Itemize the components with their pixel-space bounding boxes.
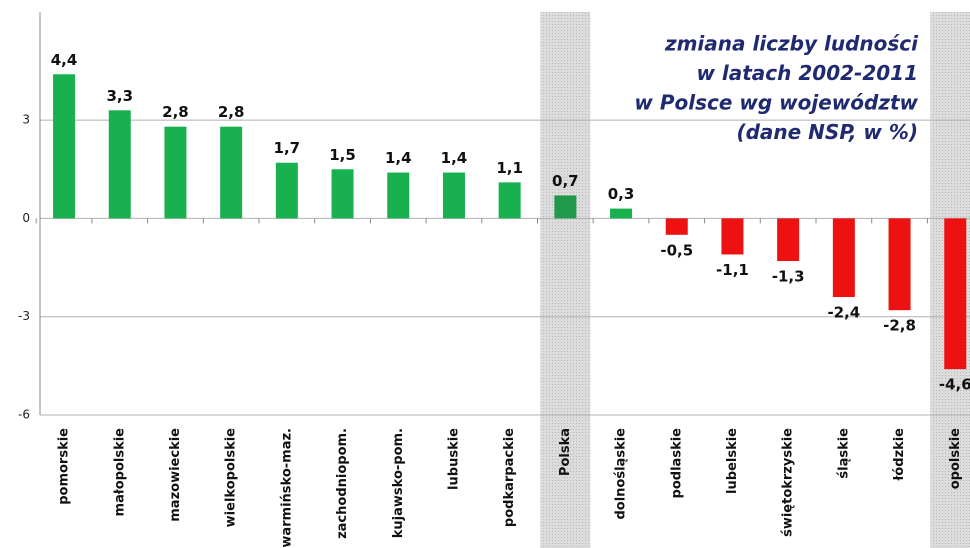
x-tick-label: podkarpackie <box>502 428 517 527</box>
x-tick-label: śląskie <box>836 428 851 479</box>
y-tick-label: 3 <box>22 113 30 127</box>
x-tick-label: dolnośląskie <box>614 428 629 520</box>
bar <box>164 126 187 219</box>
x-tick-label: małopolskie <box>112 428 127 517</box>
bar <box>888 218 911 311</box>
chart-title: w Polsce wg województw <box>634 91 918 115</box>
value-label: -2,8 <box>883 317 916 335</box>
y-tick-label: -6 <box>18 408 30 422</box>
y-tick-label: 0 <box>22 211 30 225</box>
value-label: -2,4 <box>827 304 860 322</box>
x-tick-label: wielkopolskie <box>224 428 239 527</box>
chart-title: (dane NSP, w %) <box>736 120 918 144</box>
x-tick-label: świętokrzyskie <box>781 428 796 537</box>
x-tick-label: opolskie <box>948 428 963 489</box>
y-tick-label: -3 <box>18 309 30 323</box>
x-tick-label: lubuskie <box>446 428 461 490</box>
value-label: -1,1 <box>716 261 749 279</box>
value-label: 0,7 <box>552 172 579 190</box>
bar <box>220 126 243 219</box>
value-label: 1,4 <box>441 149 468 167</box>
bar <box>665 218 688 235</box>
value-label: 2,8 <box>218 103 245 121</box>
value-label: 3,3 <box>106 87 133 105</box>
x-tick-label: pomorskie <box>57 428 72 505</box>
chart-title: zmiana liczby ludności <box>664 32 919 56</box>
value-label: -1,3 <box>772 268 805 286</box>
value-label: 1,4 <box>385 149 412 167</box>
x-tick-label: Polska <box>558 428 573 476</box>
x-tick-label: podlaskie <box>669 428 684 499</box>
x-tick-label: zachodniopom. <box>335 428 350 539</box>
bar <box>442 172 465 219</box>
bar <box>554 195 577 219</box>
bar <box>108 110 131 219</box>
bar <box>387 172 410 219</box>
value-label: -0,5 <box>660 241 693 259</box>
highlight-column <box>540 12 591 548</box>
bar <box>498 182 521 219</box>
bar <box>275 162 298 219</box>
bar <box>944 218 967 370</box>
bar <box>610 208 633 219</box>
value-label: 1,7 <box>274 139 301 157</box>
bar <box>331 169 354 219</box>
x-tick-label: łódzkie <box>892 428 907 482</box>
value-label: 1,5 <box>329 146 356 164</box>
value-label: 4,4 <box>51 51 78 69</box>
x-tick-label: mazowieckie <box>168 428 183 522</box>
value-label: 2,8 <box>162 103 189 121</box>
chart-title: w latach 2002-2011 <box>696 61 918 85</box>
value-label: -4,6 <box>939 376 970 394</box>
bar <box>832 218 855 298</box>
x-tick-label: kujawsko-pom. <box>391 428 406 538</box>
bar <box>777 218 800 262</box>
bar <box>53 74 76 219</box>
bar <box>721 218 744 255</box>
x-tick-label: warmińsko-maz. <box>279 428 294 548</box>
value-label: 1,1 <box>496 159 523 177</box>
x-tick-label: lubelskie <box>725 428 740 494</box>
value-label: 0,3 <box>608 185 635 203</box>
